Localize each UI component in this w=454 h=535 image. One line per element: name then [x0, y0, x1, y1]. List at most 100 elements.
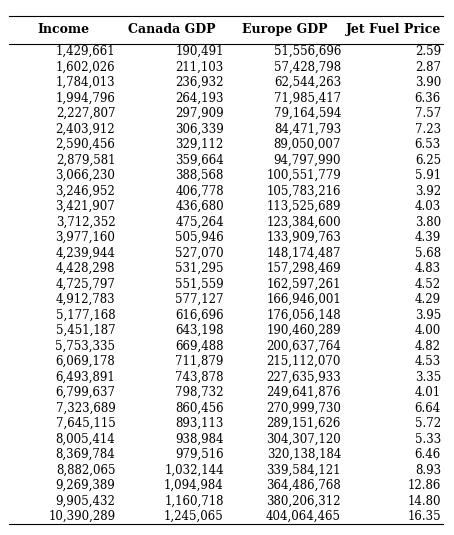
Text: 16.35: 16.35 — [407, 510, 441, 523]
Text: 166,946,001: 166,946,001 — [266, 293, 341, 306]
Text: 57,428,798: 57,428,798 — [274, 60, 341, 74]
Text: 7.57: 7.57 — [415, 107, 441, 120]
Text: 51,556,696: 51,556,696 — [274, 45, 341, 58]
Text: 743,878: 743,878 — [175, 371, 224, 384]
Text: 4.39: 4.39 — [415, 231, 441, 244]
Text: 4.03: 4.03 — [415, 200, 441, 213]
Text: 616,696: 616,696 — [175, 309, 224, 322]
Text: 4.83: 4.83 — [415, 262, 441, 275]
Text: 2,879,581: 2,879,581 — [56, 154, 115, 166]
Text: 4.01: 4.01 — [415, 386, 441, 399]
Text: 71,985,417: 71,985,417 — [274, 91, 341, 105]
Text: Europe GDP: Europe GDP — [242, 24, 327, 36]
Text: 711,879: 711,879 — [175, 355, 224, 368]
Text: 1,032,144: 1,032,144 — [164, 463, 224, 477]
Text: 6.53: 6.53 — [415, 138, 441, 151]
Text: 5.68: 5.68 — [415, 247, 441, 259]
Text: 105,783,216: 105,783,216 — [266, 185, 341, 197]
Text: 3.80: 3.80 — [415, 216, 441, 228]
Text: 3,977,160: 3,977,160 — [55, 231, 115, 244]
Text: 577,127: 577,127 — [175, 293, 224, 306]
Text: 6,799,637: 6,799,637 — [55, 386, 115, 399]
Text: 4,725,797: 4,725,797 — [55, 278, 115, 291]
Text: 475,264: 475,264 — [175, 216, 224, 228]
Text: Jet Fuel Price: Jet Fuel Price — [345, 24, 441, 36]
Text: 157,298,469: 157,298,469 — [266, 262, 341, 275]
Text: 3,712,352: 3,712,352 — [56, 216, 115, 228]
Text: 1,160,718: 1,160,718 — [164, 494, 224, 508]
Text: 4.29: 4.29 — [415, 293, 441, 306]
Text: 531,295: 531,295 — [175, 262, 224, 275]
Text: 3.92: 3.92 — [415, 185, 441, 197]
Text: 1,784,013: 1,784,013 — [56, 76, 115, 89]
Text: 7,323,689: 7,323,689 — [55, 402, 115, 415]
Text: 190,460,289: 190,460,289 — [266, 324, 341, 337]
Text: 6.64: 6.64 — [415, 402, 441, 415]
Text: 9,269,389: 9,269,389 — [55, 479, 115, 492]
Text: 3.95: 3.95 — [415, 309, 441, 322]
Text: 270,999,730: 270,999,730 — [266, 402, 341, 415]
Text: 100,551,779: 100,551,779 — [266, 169, 341, 182]
Text: 5.33: 5.33 — [415, 433, 441, 446]
Text: 8,369,784: 8,369,784 — [55, 448, 115, 461]
Text: 3,246,952: 3,246,952 — [55, 185, 115, 197]
Text: 162,597,261: 162,597,261 — [266, 278, 341, 291]
Text: 359,664: 359,664 — [175, 154, 224, 166]
Text: 297,909: 297,909 — [175, 107, 224, 120]
Text: 9,905,432: 9,905,432 — [55, 494, 115, 508]
Text: 4.82: 4.82 — [415, 340, 441, 353]
Text: 190,491: 190,491 — [175, 45, 224, 58]
Text: 94,797,990: 94,797,990 — [274, 154, 341, 166]
Text: 938,984: 938,984 — [175, 433, 224, 446]
Text: 12.86: 12.86 — [408, 479, 441, 492]
Text: 5,177,168: 5,177,168 — [56, 309, 115, 322]
Text: 200,637,764: 200,637,764 — [266, 340, 341, 353]
Text: 215,112,070: 215,112,070 — [266, 355, 341, 368]
Text: 339,584,121: 339,584,121 — [266, 463, 341, 477]
Text: 249,641,876: 249,641,876 — [266, 386, 341, 399]
Text: 5,451,187: 5,451,187 — [56, 324, 115, 337]
Text: 669,488: 669,488 — [175, 340, 224, 353]
Text: 388,568: 388,568 — [175, 169, 224, 182]
Text: 176,056,148: 176,056,148 — [266, 309, 341, 322]
Text: 6.46: 6.46 — [415, 448, 441, 461]
Text: 79,164,594: 79,164,594 — [274, 107, 341, 120]
Text: 1,429,661: 1,429,661 — [56, 45, 115, 58]
Text: 4.53: 4.53 — [415, 355, 441, 368]
Text: 4.52: 4.52 — [415, 278, 441, 291]
Text: 89,050,007: 89,050,007 — [274, 138, 341, 151]
Text: Income: Income — [37, 24, 89, 36]
Text: 8.93: 8.93 — [415, 463, 441, 477]
Text: 6.36: 6.36 — [415, 91, 441, 105]
Text: 6,069,178: 6,069,178 — [55, 355, 115, 368]
Text: 5,753,335: 5,753,335 — [55, 340, 115, 353]
Text: 3,066,230: 3,066,230 — [55, 169, 115, 182]
Text: 329,112: 329,112 — [176, 138, 224, 151]
Text: 14.80: 14.80 — [407, 494, 441, 508]
Text: 6,493,891: 6,493,891 — [55, 371, 115, 384]
Text: 148,174,487: 148,174,487 — [266, 247, 341, 259]
Text: 7.23: 7.23 — [415, 123, 441, 135]
Text: 236,932: 236,932 — [175, 76, 224, 89]
Text: 5.72: 5.72 — [415, 417, 441, 430]
Text: 505,946: 505,946 — [175, 231, 224, 244]
Text: 4,912,783: 4,912,783 — [56, 293, 115, 306]
Text: 380,206,312: 380,206,312 — [266, 494, 341, 508]
Text: 264,193: 264,193 — [175, 91, 224, 105]
Text: 6.25: 6.25 — [415, 154, 441, 166]
Text: 62,544,263: 62,544,263 — [274, 76, 341, 89]
Text: 211,103: 211,103 — [176, 60, 224, 74]
Text: 1,994,796: 1,994,796 — [55, 91, 115, 105]
Text: 5.91: 5.91 — [415, 169, 441, 182]
Text: 4,428,298: 4,428,298 — [56, 262, 115, 275]
Text: 404,064,465: 404,064,465 — [266, 510, 341, 523]
Text: 320,138,184: 320,138,184 — [266, 448, 341, 461]
Text: 1,245,065: 1,245,065 — [164, 510, 224, 523]
Text: 527,070: 527,070 — [175, 247, 224, 259]
Text: 2,227,807: 2,227,807 — [56, 107, 115, 120]
Text: 979,516: 979,516 — [175, 448, 224, 461]
Text: Canada GDP: Canada GDP — [128, 24, 216, 36]
Text: 8,882,065: 8,882,065 — [56, 463, 115, 477]
Text: 3.35: 3.35 — [415, 371, 441, 384]
Text: 406,778: 406,778 — [175, 185, 224, 197]
